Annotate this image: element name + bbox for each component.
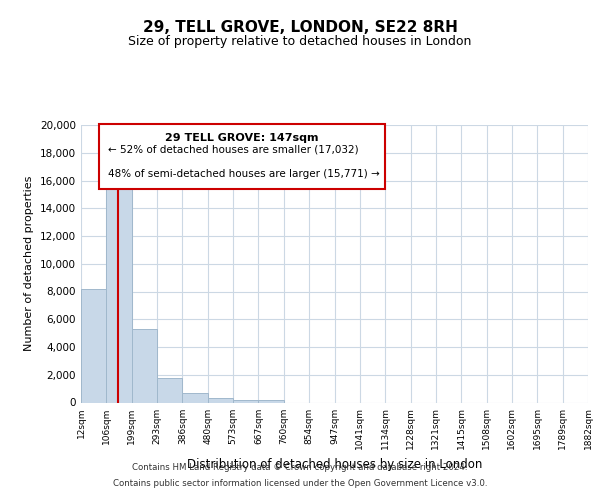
FancyBboxPatch shape: [99, 124, 385, 189]
Text: 29, TELL GROVE, LONDON, SE22 8RH: 29, TELL GROVE, LONDON, SE22 8RH: [143, 20, 457, 35]
Bar: [208, 398, 233, 402]
Bar: [259, 400, 284, 402]
Text: 29 TELL GROVE: 147sqm: 29 TELL GROVE: 147sqm: [165, 134, 319, 143]
X-axis label: Distribution of detached houses by size in London: Distribution of detached houses by size …: [187, 458, 482, 471]
Text: Contains public sector information licensed under the Open Government Licence v3: Contains public sector information licen…: [113, 478, 487, 488]
Bar: [81, 288, 106, 403]
Text: ← 52% of detached houses are smaller (17,032): ← 52% of detached houses are smaller (17…: [108, 144, 358, 154]
Bar: [182, 394, 208, 402]
Bar: [106, 172, 132, 402]
Bar: [132, 329, 157, 402]
Bar: [233, 400, 259, 402]
Text: Contains HM Land Registry data © Crown copyright and database right 2024.: Contains HM Land Registry data © Crown c…: [132, 464, 468, 472]
Text: Size of property relative to detached houses in London: Size of property relative to detached ho…: [128, 35, 472, 48]
Bar: [157, 378, 182, 402]
Text: 48% of semi-detached houses are larger (15,771) →: 48% of semi-detached houses are larger (…: [108, 170, 380, 179]
Y-axis label: Number of detached properties: Number of detached properties: [25, 176, 34, 352]
